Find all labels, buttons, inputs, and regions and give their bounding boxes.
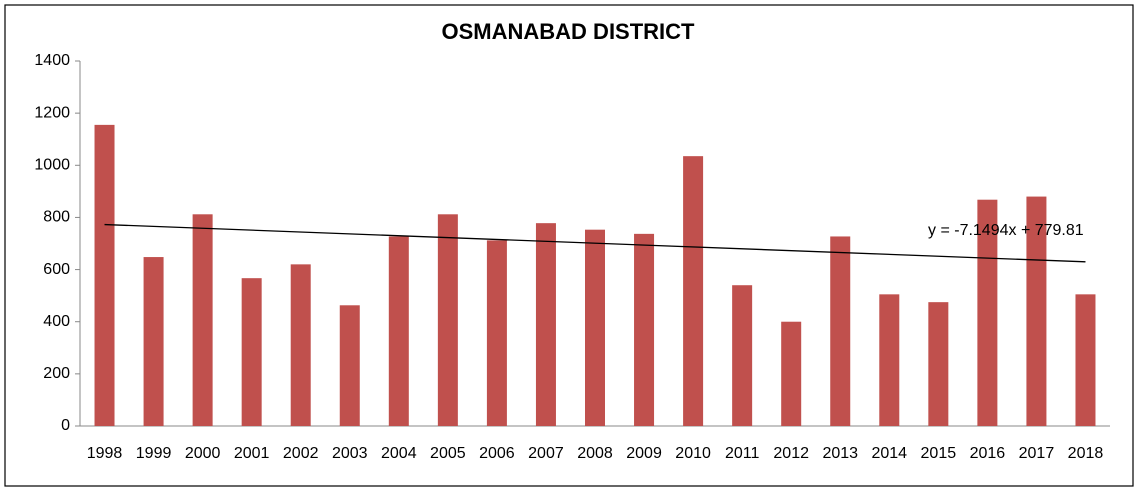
- x-tick-label: 2006: [479, 445, 515, 462]
- x-tick-label: 2018: [1068, 445, 1104, 462]
- x-tick-label: 1999: [136, 445, 172, 462]
- x-tick-label: 2012: [773, 445, 809, 462]
- x-tick-label: 1998: [87, 445, 123, 462]
- x-tick-label: 2017: [1019, 445, 1055, 462]
- bar: [1075, 294, 1096, 426]
- bar: [781, 321, 802, 426]
- bar: [535, 223, 556, 426]
- y-tick-label: 400: [43, 313, 70, 330]
- y-tick-label: 600: [43, 261, 70, 278]
- x-tick-label: 2001: [234, 445, 270, 462]
- x-tick-label: 2015: [921, 445, 957, 462]
- y-tick-label: 1400: [34, 52, 70, 69]
- x-tick-label: 2005: [430, 445, 466, 462]
- chart-title: OSMANABAD DISTRICT: [442, 19, 696, 44]
- y-tick-label: 1000: [34, 157, 70, 174]
- bar: [290, 264, 311, 426]
- x-tick-label: 2014: [871, 445, 907, 462]
- x-tick-label: 2016: [970, 445, 1006, 462]
- x-tick-label: 2009: [626, 445, 662, 462]
- x-tick-label: 2013: [822, 445, 858, 462]
- bar: [683, 156, 704, 427]
- x-tick-label: 2011: [725, 445, 760, 462]
- bar: [830, 236, 851, 426]
- bar: [437, 214, 458, 426]
- bar: [388, 236, 409, 426]
- bar: [732, 285, 753, 426]
- y-tick-label: 0: [61, 417, 70, 434]
- chart-border: [4, 4, 1134, 487]
- bar: [339, 305, 360, 426]
- bar: [143, 257, 164, 426]
- y-tick-label: 1200: [34, 104, 70, 121]
- bar: [192, 214, 213, 426]
- x-tick-label: 2004: [381, 445, 417, 462]
- bar: [634, 233, 655, 426]
- x-tick-label: 2000: [185, 445, 221, 462]
- x-tick-label: 2007: [528, 445, 564, 462]
- bar: [585, 229, 605, 426]
- bar: [928, 302, 949, 426]
- x-tick-label: 2008: [577, 445, 613, 462]
- x-tick-label: 2010: [675, 445, 711, 462]
- bar: [486, 240, 507, 426]
- x-tick-label: 2002: [283, 445, 319, 462]
- y-tick-label: 200: [43, 365, 70, 382]
- x-tick-label: 2003: [332, 445, 368, 462]
- bar: [241, 278, 262, 426]
- bar: [1026, 196, 1047, 426]
- y-tick-label: 800: [43, 209, 70, 226]
- bar: [879, 294, 900, 426]
- bar: [977, 199, 998, 426]
- bar: [94, 124, 115, 426]
- trendline: [104, 223, 1086, 263]
- trendline-label: y = -7.1494x + 779.81: [928, 222, 1084, 239]
